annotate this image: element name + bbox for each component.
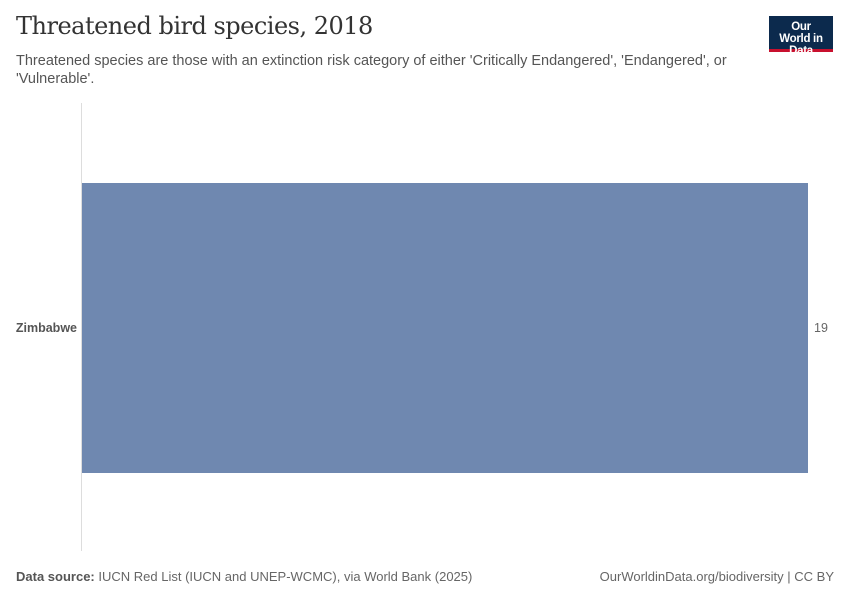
chart-title: Threatened bird species, 2018 bbox=[16, 12, 373, 40]
source-label: Data source: bbox=[16, 569, 95, 584]
chart-subtitle: Threatened species are those with an ext… bbox=[16, 53, 727, 87]
source-text: IUCN Red List (IUCN and UNEP-WCMC), via … bbox=[98, 569, 473, 584]
data-source: Data source: IUCN Red List (IUCN and UNE… bbox=[16, 569, 472, 584]
footer-url[interactable]: OurWorldinData.org/biodiversity | CC BY bbox=[599, 569, 834, 584]
bar-zimbabwe[interactable] bbox=[82, 183, 808, 473]
owid-logo[interactable]: Our World in Data bbox=[769, 16, 833, 57]
value-label: 19 bbox=[814, 321, 828, 335]
logo-text: Our World in Data bbox=[779, 21, 823, 57]
category-label: Zimbabwe bbox=[16, 321, 77, 335]
